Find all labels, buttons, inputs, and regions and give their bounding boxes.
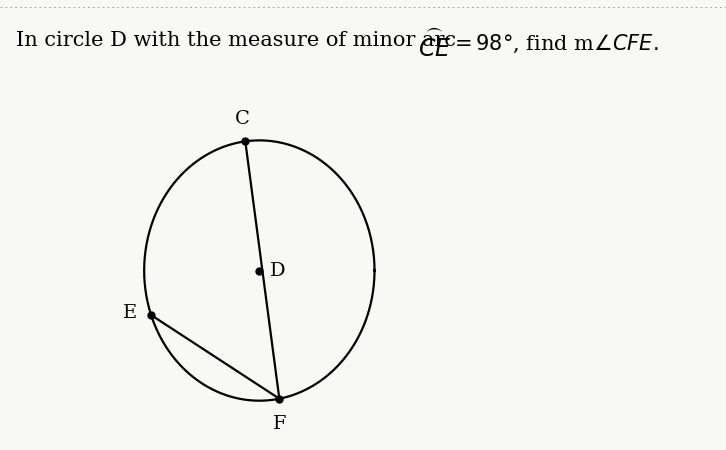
Text: E: E <box>123 304 137 322</box>
Text: D: D <box>269 261 285 279</box>
Text: $= 98°$, find m$\angle CFE.$: $= 98°$, find m$\angle CFE.$ <box>450 32 658 54</box>
Text: F: F <box>272 415 286 433</box>
Text: In circle D with the measure of minor arc: In circle D with the measure of minor ar… <box>16 32 462 50</box>
Text: $\overset{\frown}{CE}$: $\overset{\frown}{CE}$ <box>418 29 452 62</box>
Text: C: C <box>234 109 249 127</box>
